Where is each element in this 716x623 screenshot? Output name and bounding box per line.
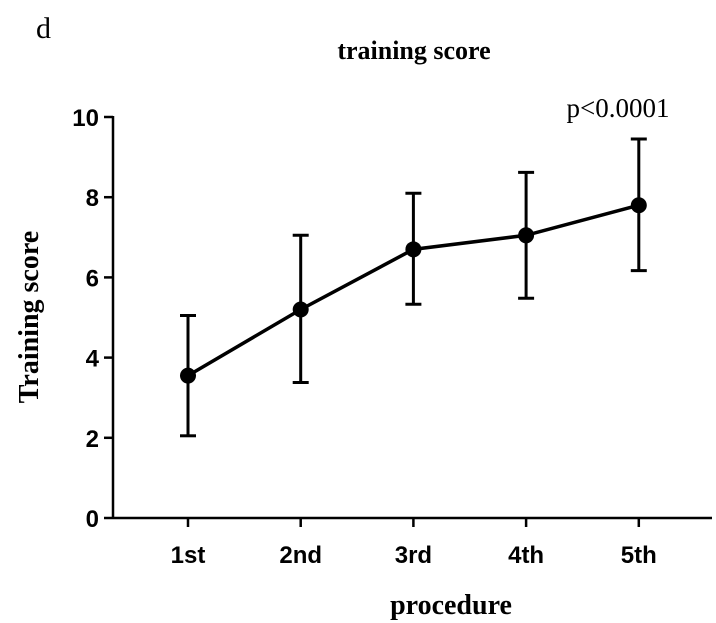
y-ticks: 0 2 4 6 8 10: [72, 105, 113, 533]
data-point: [630, 197, 647, 214]
y-tick-label: 6: [86, 265, 99, 292]
y-tick-label: 4: [86, 346, 100, 373]
axes: [111, 116, 712, 520]
x-tick-label: 2nd: [279, 542, 322, 569]
y-tick-label: 0: [86, 506, 99, 533]
error-bars: [180, 137, 647, 438]
y-tick-label: 2: [86, 426, 99, 453]
data-point: [180, 367, 196, 384]
x-tick-label: 5th: [621, 542, 657, 569]
panel-letter: d: [36, 12, 51, 45]
x-tick-label: 1st: [171, 542, 206, 569]
x-ticks: 1st 2nd 3rd 4th 5th: [171, 518, 657, 569]
x-tick-label: 3rd: [395, 542, 432, 569]
x-axis-label: procedure: [390, 590, 512, 621]
data-point: [292, 301, 309, 318]
y-tick-label: 8: [86, 185, 99, 212]
data-point: [405, 241, 422, 258]
y-tick-label: 10: [72, 105, 99, 132]
series: [180, 197, 647, 384]
significance-annotation: p<0.0001: [567, 93, 670, 123]
x-tick-label: 4th: [508, 542, 544, 569]
data-point: [518, 227, 535, 244]
chart-title: training score: [337, 36, 490, 65]
y-axis-label: Training score: [14, 231, 45, 403]
